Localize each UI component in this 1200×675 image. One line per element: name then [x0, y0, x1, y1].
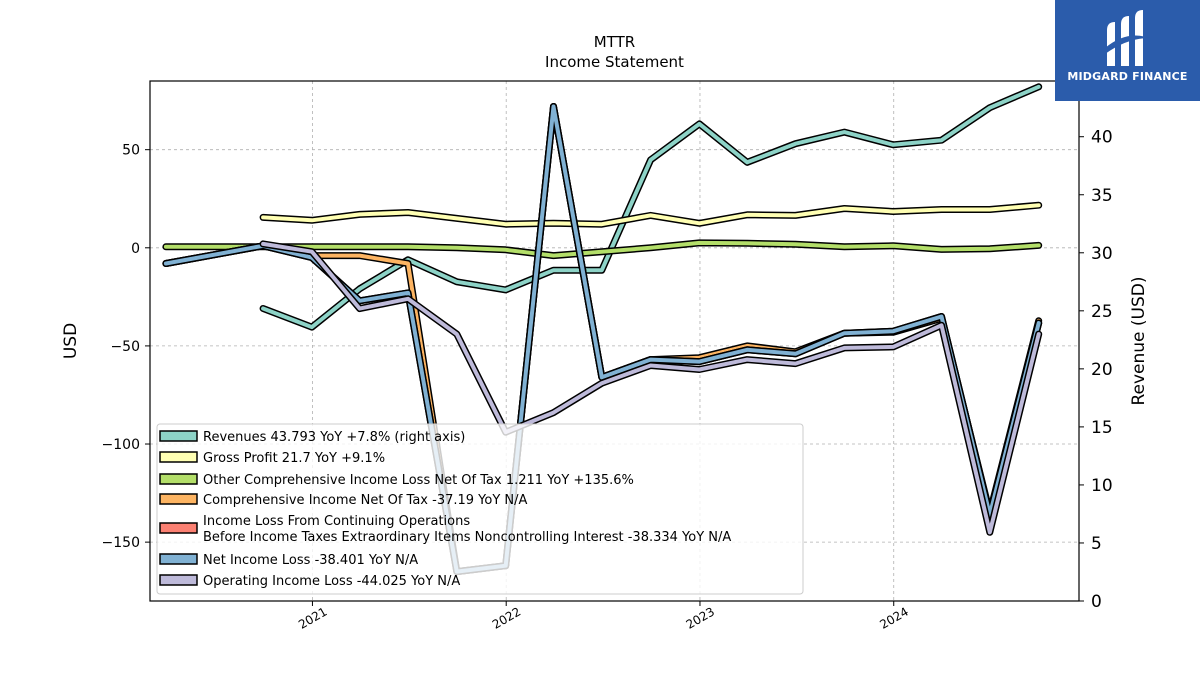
- legend-label-comprehensive-income-net-of-tax: Comprehensive Income Net Of Tax -37.19 Y…: [203, 493, 528, 508]
- series-lines: [162, 83, 1043, 576]
- y-tick-label-right: 40: [1091, 128, 1113, 148]
- midgard-logo-icon: [1105, 10, 1149, 66]
- legend-swatch-gross-profit: [159, 451, 198, 463]
- legend-label-gross-profit: Gross Profit 21.7 YoY +9.1%: [203, 451, 385, 466]
- y-tick-label-left: 50: [122, 143, 140, 159]
- series-line-other-comprehensive-income-loss-net-of-tax: [163, 240, 1041, 258]
- series-line-gross-profit: [261, 203, 1041, 227]
- x-tick-label: 2024: [877, 604, 910, 631]
- legend-box: [156, 423, 804, 595]
- axes: 50 0 −50 −100 −150 0 5 10 15 20 25 30 35 40 2021 2022 20…: [102, 128, 1113, 632]
- y-tick-label-right: 10: [1091, 476, 1113, 496]
- legend-swatch-operating-income-loss: [159, 574, 198, 586]
- x-tick-label: 2021: [296, 604, 329, 631]
- y-tick-label-left: −50: [110, 339, 140, 355]
- chart-title: MTTR: [594, 33, 635, 51]
- y-tick-label-right: 30: [1091, 244, 1113, 264]
- y-tick-label-left: 0: [131, 241, 140, 257]
- y-tick-label-right: 20: [1091, 360, 1113, 380]
- series-line-net-income-loss: [163, 104, 1041, 574]
- legend-swatch-revenues: [159, 430, 198, 442]
- legend-swatch-net-income-loss: [159, 553, 198, 565]
- legend-label-income-loss-from-continuing-operations-before-income-taxes-extraordinary-items-noncontrolling-interest-line1: Income Loss From Continuing Operations: [203, 514, 470, 529]
- legend-swatch-comprehensive-income-net-of-tax: [159, 493, 198, 505]
- legend-label-operating-income-loss: Operating Income Loss -44.025 YoY N/A: [203, 574, 460, 589]
- y-tick-label-right: 35: [1091, 186, 1113, 206]
- series-line-operating-income-loss: [261, 241, 1041, 535]
- legend-label-revenues: Revenues 43.793 YoY +7.8% (right axis): [203, 430, 465, 445]
- legend-swatch-income-loss-from-continuing-operations-before-income-taxes-extraordinary-items-noncontrolling-interest: [159, 522, 198, 534]
- x-tick-label: 2023: [684, 604, 717, 631]
- y-tick-label-left: −100: [102, 437, 140, 453]
- legend-label-income-loss-from-continuing-operations-before-income-taxes-extraordinary-items-noncontrolling-interest-line2: Before Income Taxes Extraordinary Items …: [203, 530, 731, 545]
- brand-name: MIDGARD FINANCE: [1067, 70, 1188, 83]
- chart-subtitle: Income Statement: [545, 53, 684, 71]
- y-tick-label-right: 0: [1091, 592, 1102, 612]
- y-tick-label-right: 15: [1091, 418, 1113, 438]
- series-line-revenues: [261, 84, 1041, 330]
- legend-label-net-income-loss: Net Income Loss -38.401 YoY N/A: [203, 553, 418, 568]
- y-axis-label-left: USD: [61, 323, 81, 359]
- series-group: [162, 83, 1043, 576]
- x-tick-label: 2022: [490, 604, 523, 631]
- y-tick-label-right: 25: [1091, 302, 1113, 322]
- plot-area-frame: [149, 80, 1080, 602]
- midgard-finance-logo: MIDGARD FINANCE: [1055, 0, 1200, 101]
- legend-label-other-comprehensive-income-loss-net-of-tax: Other Comprehensive Income Loss Net Of T…: [203, 473, 634, 488]
- y-tick-label-left: −150: [102, 535, 140, 551]
- y-tick-label-right: 5: [1091, 534, 1102, 554]
- legend: Revenues 43.793 YoY +7.8% (right axis) Gr…: [156, 423, 804, 595]
- y-axis-label-right: Revenue (USD): [1129, 276, 1149, 405]
- legend-swatch-other-comprehensive-income-loss-net-of-tax: [159, 473, 198, 485]
